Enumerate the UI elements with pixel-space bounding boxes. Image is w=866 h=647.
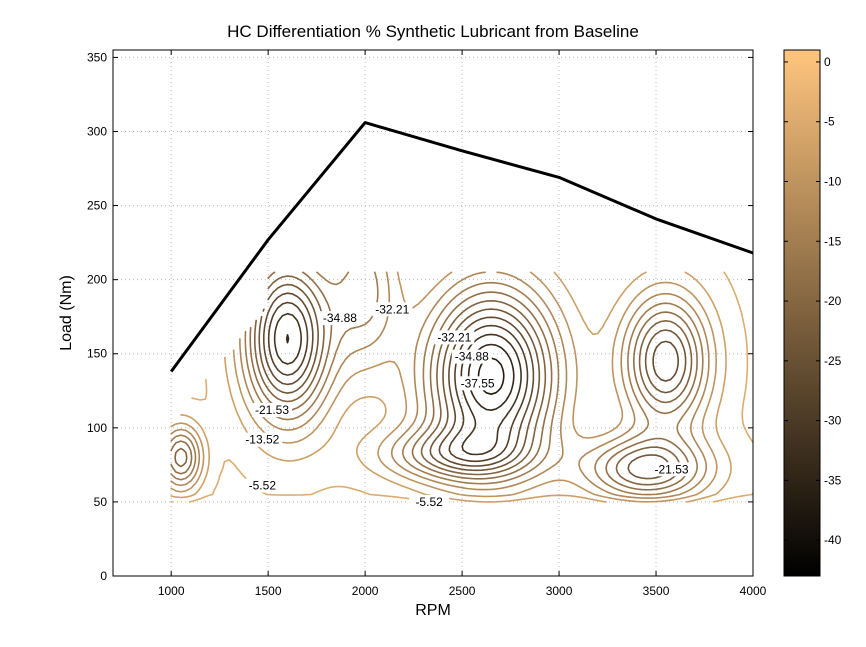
contour-level-line <box>170 271 753 503</box>
contour-label-background <box>372 302 413 317</box>
contour-labels: -34.88 -32.21 -32.21 -34.88 -37.55 -21.53 -13.… <box>242 302 692 509</box>
contour-level-line <box>258 283 687 480</box>
y-tick-label: 300 <box>87 124 107 138</box>
chart-title: HC Differentiation % Synthetic Lubricant… <box>227 22 639 41</box>
contour-label: -5.52 <box>249 479 277 493</box>
y-tick-label: 0 <box>100 569 107 583</box>
colorbar-tick-label: -40 <box>824 533 842 547</box>
colorbar-tick-label: -25 <box>824 354 842 368</box>
contour-label: -37.55 <box>461 376 495 390</box>
max-torque-curve <box>169 121 754 373</box>
colorbar-tick-label: -15 <box>824 234 842 248</box>
contour-level-line <box>170 271 704 496</box>
contour-level-line <box>263 292 679 467</box>
x-tick-label: 1000 <box>158 584 185 598</box>
y-tick-label: 100 <box>87 421 107 435</box>
plot-frame <box>112 49 754 577</box>
x-tick-label: 3000 <box>546 584 573 598</box>
x-axis-label: RPM <box>415 602 451 619</box>
y-axis-ticks: 0 50 100 150 200 250 300 350 <box>87 50 753 583</box>
contour-label-background <box>242 478 283 493</box>
x-tick-label: 2000 <box>352 584 379 598</box>
contour-label-background <box>319 311 360 326</box>
y-axis-label: Load (Nm) <box>58 275 75 351</box>
colorbar <box>783 49 821 577</box>
contour-label-background <box>651 462 692 477</box>
contour-label: -21.53 <box>255 403 289 417</box>
contour-label-background <box>451 349 492 364</box>
contour-label-background <box>434 330 475 345</box>
contour-label: -34.88 <box>323 311 357 325</box>
contour-level-line <box>174 275 693 486</box>
x-tick-label: 3500 <box>643 584 670 598</box>
contour-label: -34.88 <box>455 350 489 364</box>
contour-label: -13.52 <box>245 433 279 447</box>
colorbar-tick-label: -5 <box>824 115 835 129</box>
contour-label-background <box>252 403 293 418</box>
y-tick-label: 250 <box>87 199 107 213</box>
contour-lines <box>170 271 753 503</box>
y-tick-label: 200 <box>87 273 107 287</box>
colorbar-tick-label: 0 <box>824 55 831 69</box>
contour-level-line <box>170 271 718 503</box>
x-axis-ticks: 1000 1500 2000 2500 3000 3500 4000 <box>158 50 767 598</box>
contour-label-background <box>457 376 498 391</box>
contour-label: -32.21 <box>437 330 471 344</box>
contour-label: -21.53 <box>655 462 689 476</box>
colorbar-tick-label: -20 <box>824 294 842 308</box>
y-tick-label: 350 <box>87 50 107 64</box>
contour-label: -32.21 <box>375 302 409 316</box>
plot-area <box>113 50 753 576</box>
colorbar-tick-label: -30 <box>824 414 842 428</box>
x-tick-label: 4000 <box>740 584 767 598</box>
x-tick-label: 1500 <box>255 584 282 598</box>
contour-label-background <box>409 494 450 509</box>
colorbar-tick-label: -35 <box>824 473 842 487</box>
contour-label: -5.52 <box>415 495 443 509</box>
contour-level-line <box>170 271 698 491</box>
y-tick-label: 150 <box>87 347 107 361</box>
contour-label-background <box>242 432 283 447</box>
x-tick-label: 2500 <box>449 584 476 598</box>
colorbar-tick-label: -10 <box>824 175 842 189</box>
colorbar-ticks: 0 -5 -10 -15 -20 -25 -30 -35 -40 <box>784 55 842 547</box>
y-tick-label: 50 <box>94 495 108 509</box>
